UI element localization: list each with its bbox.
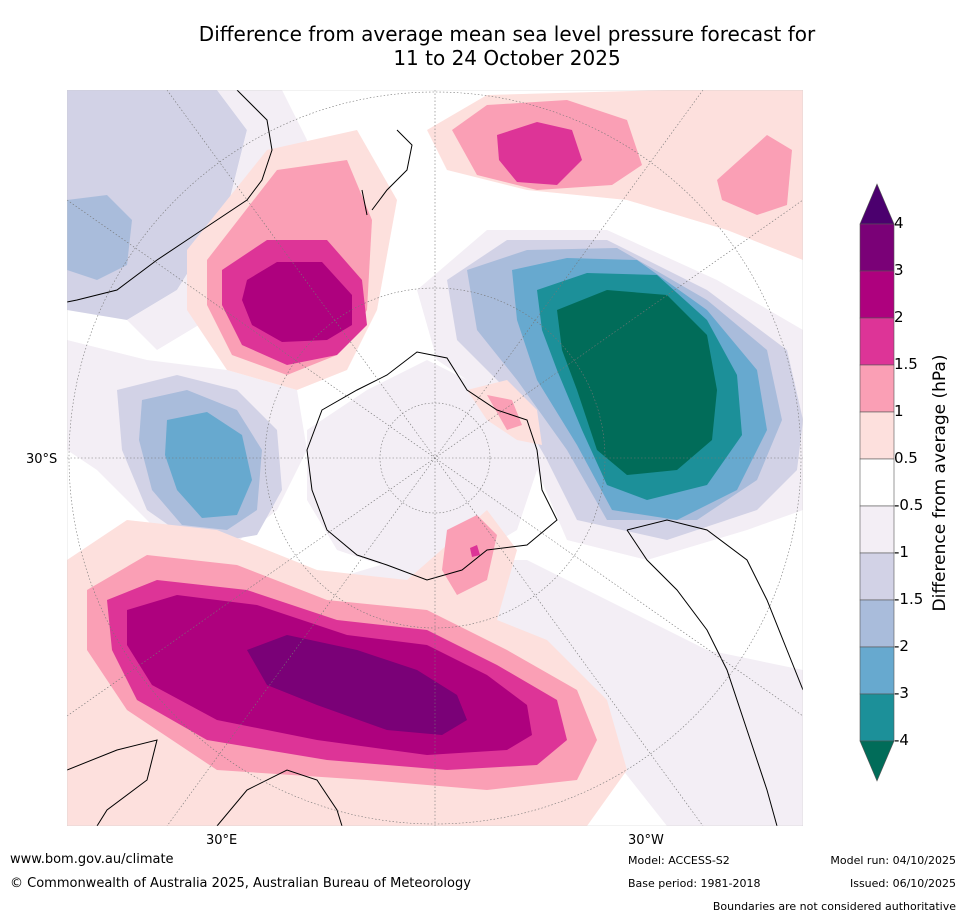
colorbar-extend-bottom (859, 740, 895, 782)
colorbar-tick-label: -4 (894, 731, 909, 749)
chart-title: Difference from average mean sea level p… (0, 22, 965, 70)
title-line-2: 11 to 24 October 2025 (393, 46, 621, 70)
contour-pos-pen-s-15 (470, 545, 480, 557)
footer-base-period: Base period: 1981-2018 (628, 877, 761, 890)
contour-pos-ne-1 (717, 135, 792, 215)
colorbar-segment-m15_2 (859, 599, 895, 648)
colorbar-tick-label: -2 (894, 637, 909, 655)
contour-pos-nw-2 (242, 262, 352, 342)
south-america-coastline (626, 519, 803, 826)
colorbar-tick-label: -1 (894, 543, 909, 561)
colorbar-segment-c1_15 (859, 364, 895, 413)
colorbar-tick-label: 3 (894, 261, 904, 279)
antarctica-coastline (306, 351, 558, 581)
footer-model: Model: ACCESS-S2 (628, 854, 730, 867)
new-zealand-coastline (361, 129, 413, 216)
footer-issued: Issued: 06/10/2025 (849, 877, 956, 890)
footer-disclaimer: Boundaries are not considered authoritat… (712, 900, 956, 913)
title-line-1: Difference from average mean sea level p… (198, 22, 816, 46)
colorbar-title: Difference from average (hPa) (930, 354, 950, 612)
colorbar-segment-c15_2 (859, 317, 895, 366)
colorbar-segment-m3_4 (859, 693, 895, 742)
contour-pos-s-3 (247, 635, 467, 735)
graticule (67, 90, 803, 826)
colorbar-tick-label: -0.5 (894, 496, 924, 514)
map-canvas (67, 90, 803, 826)
colorbar-tick-label: 2 (894, 308, 904, 326)
footer-website[interactable]: www.bom.gov.au/climate (10, 852, 174, 867)
colorbar-segment-m05_1 (859, 505, 895, 554)
australia-coastline (67, 90, 273, 303)
colorbar-extend-top (859, 183, 895, 225)
footer-model-run: Model run: 04/10/2025 (830, 854, 956, 867)
footer-copyright: © Commonwealth of Australia 2025, Austra… (10, 876, 471, 891)
colorbar-tick-label: -1.5 (894, 590, 924, 608)
colorbar-segment-m2_3 (859, 646, 895, 695)
lon-label-30w: 30°W (628, 833, 664, 848)
lon-label-30e: 30°E (206, 833, 238, 848)
colorbar-tick-label: -3 (894, 684, 909, 702)
colorbar-segment-m1_15 (859, 552, 895, 601)
lat-label-30s: 30°S (26, 452, 58, 467)
colorbar-tick-label: 1.5 (894, 355, 918, 373)
contour-pos-pen-s-1 (442, 515, 497, 595)
colorbar-segment-c3_4 (859, 223, 895, 272)
colorbar-segment-c05_1 (859, 411, 895, 460)
contour-neg-west-3 (165, 412, 252, 518)
colorbar-tick-label: 0.5 (894, 449, 918, 467)
colorbar-tick-label: 1 (894, 402, 904, 420)
colorbar-tick-label: 4 (894, 214, 904, 232)
africa-coastline (67, 739, 343, 826)
colorbar-segment-c2_3 (859, 270, 895, 319)
region-blue-nw (67, 195, 132, 280)
polar-map (67, 90, 803, 826)
region-pale-nw-strip (127, 90, 307, 350)
colorbar (859, 183, 895, 782)
colorbar-segment-neutral (859, 458, 895, 507)
contour-neg-below4 (557, 290, 717, 475)
contour-pos-n-15 (497, 122, 582, 185)
